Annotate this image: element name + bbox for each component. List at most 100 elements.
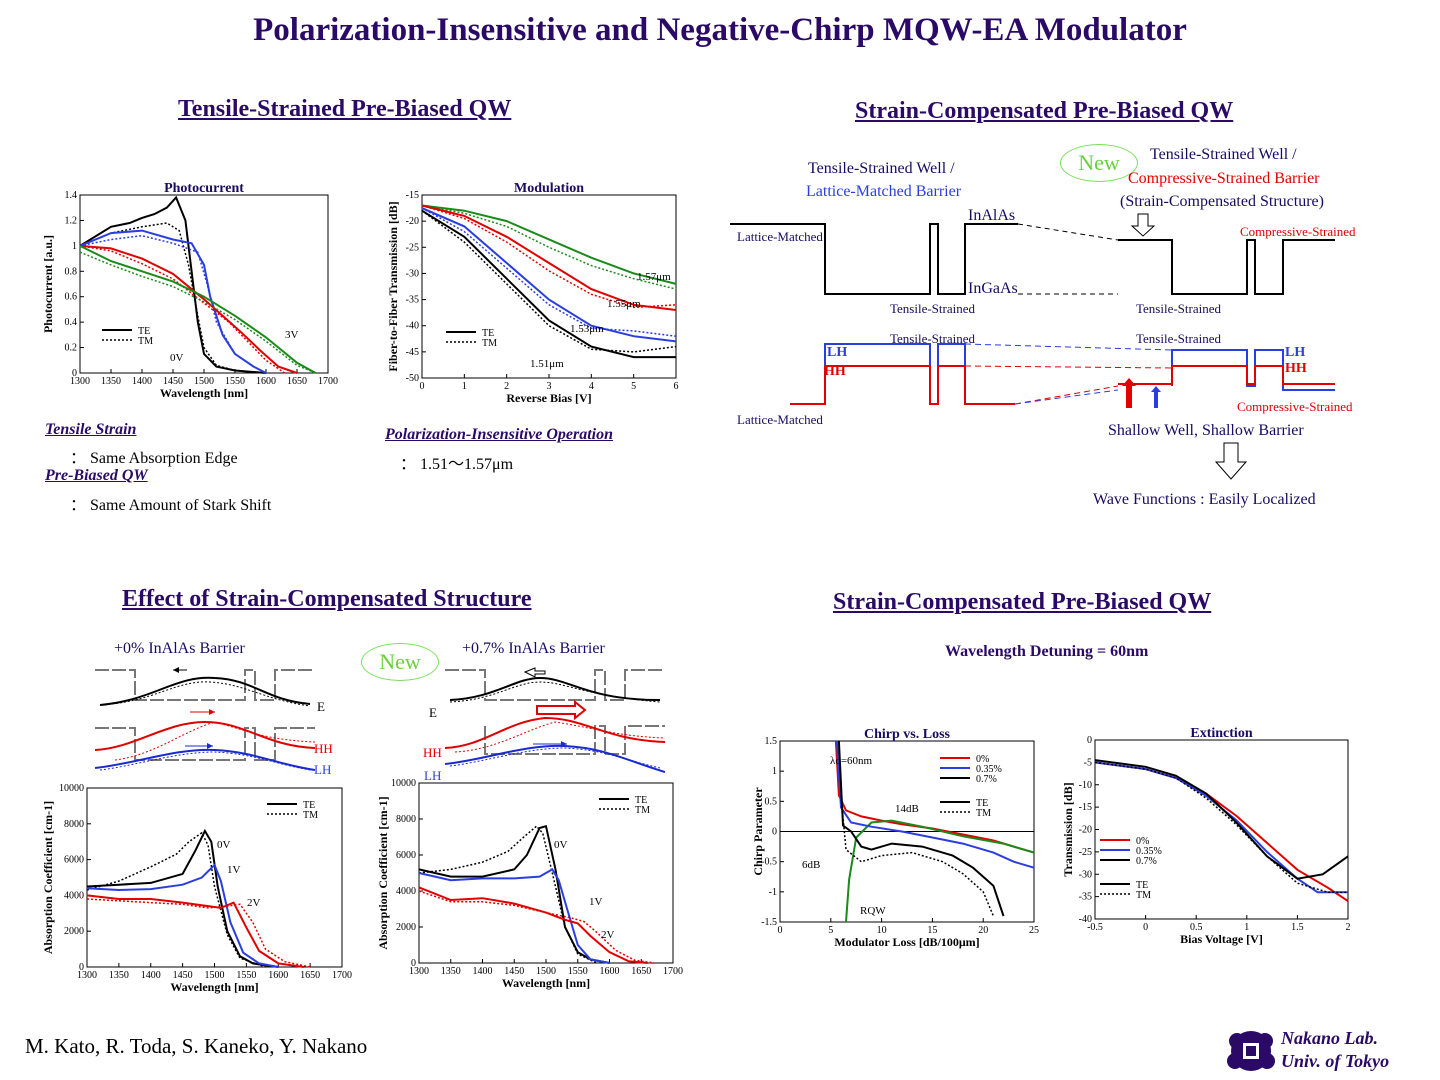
note-prebias-text: ： Same Amount of Stark Shift xyxy=(70,497,272,514)
annotation: λd=60nm xyxy=(830,755,873,767)
absorption-chart-right: 1300 1350 1400 1450 1500 1550 1600 1650 1700 0 200… xyxy=(376,778,683,990)
series-line xyxy=(86,828,279,968)
y-tick-label: -0.5 xyxy=(761,857,777,868)
annotation: 0V xyxy=(170,352,184,364)
annotation: 2V xyxy=(601,929,615,941)
series-line xyxy=(418,825,598,964)
annotation: 1.57μm xyxy=(637,271,671,283)
x-tick-label: 1550 xyxy=(225,376,245,387)
y-tick-label: -1 xyxy=(769,887,777,898)
note-prebias-heading: Pre-Biased QW xyxy=(45,467,148,484)
x-tick-label: 1350 xyxy=(109,970,129,981)
y-tick-label: 6000 xyxy=(396,850,416,861)
label-lh-effect-left: LH xyxy=(314,762,332,777)
y-tick-label: -15 xyxy=(1079,802,1092,813)
x-tick-label: 6 xyxy=(674,381,679,392)
plot-frame xyxy=(421,194,677,379)
y-tick-label: 10000 xyxy=(59,783,84,794)
chart-title: Modulation xyxy=(514,181,584,196)
label-tensile-4: Tensile-Strained xyxy=(1136,331,1222,346)
y-tick-label: -10 xyxy=(1079,780,1092,791)
series-line xyxy=(840,795,995,917)
series-line xyxy=(418,868,610,964)
label-lattice-matched-top: Lattice-Matched xyxy=(737,229,823,244)
y-tick-label: -45 xyxy=(406,347,419,358)
y-tick-label: -35 xyxy=(1079,892,1092,903)
series-line xyxy=(86,863,279,968)
y-tick-label: 2000 xyxy=(64,926,84,937)
label-compressive-top: Compressive-Strained xyxy=(1240,224,1356,239)
label-compressive-bottom: Compressive-Strained xyxy=(1237,399,1353,414)
barrier-right-label: +0.7% InAlAs Barrier xyxy=(462,640,605,657)
x-tick-label: 1400 xyxy=(473,966,493,977)
x-tick-label: 1500 xyxy=(205,970,225,981)
detuning-label: Wavelength Detuning = 60nm xyxy=(945,643,1149,660)
chart-title: Chirp vs. Loss xyxy=(864,727,951,742)
x-tick-label: 1.5 xyxy=(1291,922,1304,933)
label-e-right: E xyxy=(429,705,437,720)
series-line xyxy=(418,824,610,964)
series-line xyxy=(1094,761,1349,902)
y-tick-label: -1.5 xyxy=(761,917,777,928)
label-tensile-3: Tensile-Strained xyxy=(890,331,976,346)
note-tensile-heading: Tensile Strain xyxy=(45,421,137,438)
x-tick-label: -0.5 xyxy=(1087,922,1103,933)
annotation: 1.55μm xyxy=(607,298,641,310)
legend-entry: TE xyxy=(635,795,647,806)
modulation-chart: 0 1 2 3 4 5 6 -50 -45 -40 -35 -30 -25 -20 -15 Modulatio… xyxy=(386,181,679,405)
y-tick-label: -15 xyxy=(406,190,419,201)
x-tick-label: 1400 xyxy=(132,376,152,387)
legend-entry: 0.35% xyxy=(1136,846,1162,857)
annotation: 0V xyxy=(554,839,568,851)
plot-frame xyxy=(79,194,329,374)
x-tick-label: 20 xyxy=(978,925,988,936)
series-line xyxy=(79,222,267,374)
x-tick-label: 1550 xyxy=(236,970,256,981)
series-line xyxy=(86,898,311,968)
x-tick-label: 1550 xyxy=(568,966,588,977)
y-tick-label: -20 xyxy=(406,216,419,227)
x-tick-label: 15 xyxy=(927,925,937,936)
y-tick-label: -40 xyxy=(406,321,419,332)
series-line xyxy=(421,210,677,353)
lab-university: Univ. of Tokyo xyxy=(1281,1051,1390,1071)
label-shallow: Shallow Well, Shallow Barrier xyxy=(1108,422,1304,439)
new-badge-top: New xyxy=(1060,144,1138,182)
annotation: 2V xyxy=(247,897,261,909)
x-axis-label: Wavelength [nm] xyxy=(170,980,258,994)
x-tick-label: 1600 xyxy=(256,376,276,387)
band-right-title-1: Tensile-Strained Well / xyxy=(1150,146,1297,163)
section-title-bottom-left: Effect of Strain-Compensated Structure xyxy=(122,586,532,612)
series-line xyxy=(421,207,677,337)
label-hh-effect-right: HH xyxy=(423,745,442,760)
legend-entry: 0.35% xyxy=(976,764,1002,775)
x-axis-label: Bias Voltage [V] xyxy=(1180,932,1263,946)
label-hh-right: HH xyxy=(1285,361,1307,376)
x-tick-label: 5 xyxy=(631,381,636,392)
y-tick-label: 10000 xyxy=(391,778,416,789)
label-ingaas: InGaAs xyxy=(968,280,1018,297)
series-line xyxy=(835,740,1035,869)
y-tick-label: 1.4 xyxy=(65,190,78,201)
legend-entry: TE xyxy=(976,798,988,809)
label-tensile-2: Tensile-Strained xyxy=(1136,301,1222,316)
x-tick-label: 1450 xyxy=(173,970,193,981)
annotation: RQW xyxy=(860,905,886,917)
band-right-title-3: (Strain-Compensated Structure) xyxy=(1120,193,1324,210)
y-tick-label: 1.2 xyxy=(65,215,78,226)
x-tick-label: 1400 xyxy=(141,970,161,981)
series-line xyxy=(1094,761,1348,893)
section-title-top-left: Tensile-Strained Pre-Biased QW xyxy=(178,96,512,122)
series-line xyxy=(421,209,676,359)
y-tick-label: 6000 xyxy=(64,855,84,866)
y-tick-label: 1 xyxy=(772,766,777,777)
wavefunction-diagram-left xyxy=(95,667,315,771)
x-tick-label: 1 xyxy=(1244,922,1249,933)
label-lattice-matched-bottom: Lattice-Matched xyxy=(737,412,823,427)
y-axis-label: Absorption Coefficient [cm-1] xyxy=(41,801,55,954)
band-left-title-1: Tensile-Strained Well / xyxy=(808,160,955,177)
barrier-left-label: +0% InAlAs Barrier xyxy=(114,640,245,657)
x-tick-label: 0.5 xyxy=(1190,922,1203,933)
x-tick-label: 1650 xyxy=(287,376,307,387)
x-tick-label: 1600 xyxy=(600,966,620,977)
